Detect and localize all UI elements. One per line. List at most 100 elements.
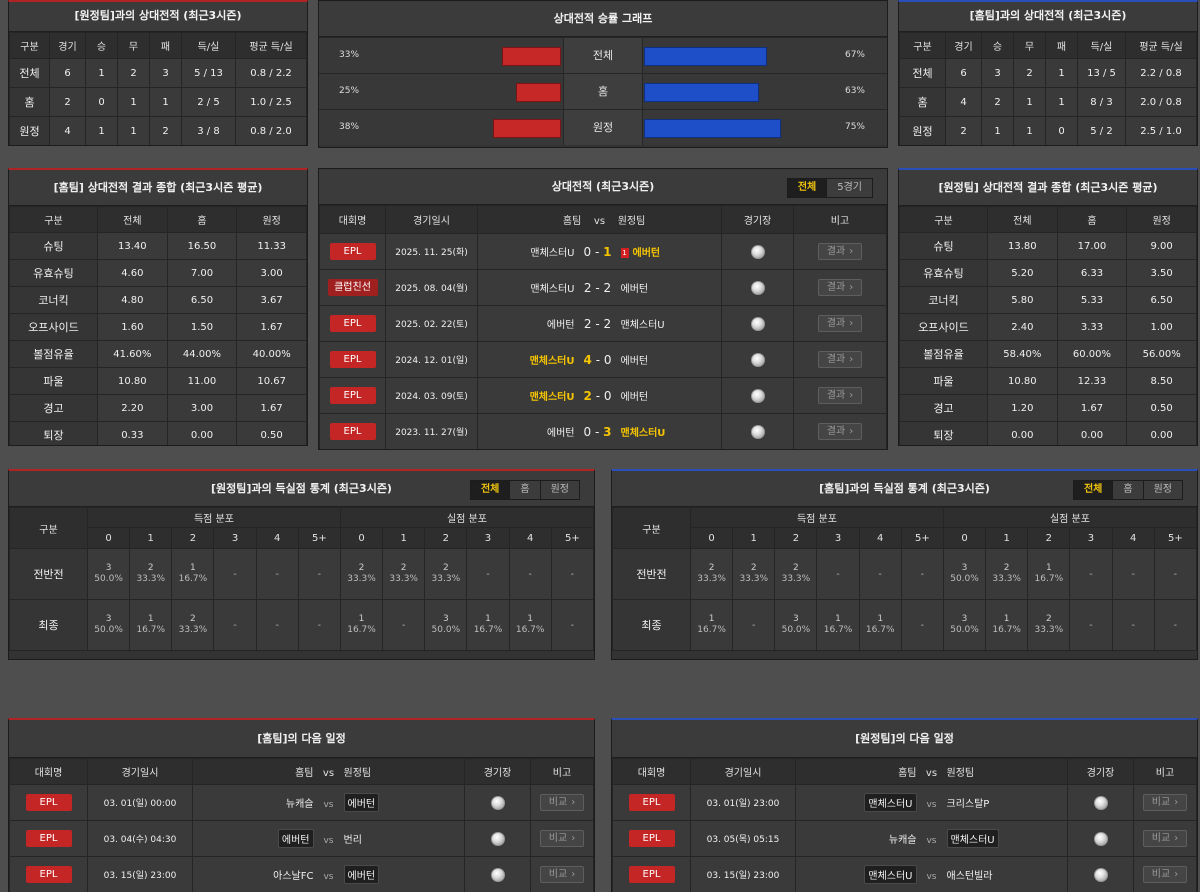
stadium-icon[interactable] — [750, 388, 765, 403]
result-button[interactable]: 결과 › — [817, 279, 863, 296]
stadium-icon[interactable] — [1093, 867, 1108, 882]
venue-cell — [721, 341, 794, 378]
tab-all[interactable]: 전체 — [1073, 481, 1113, 499]
stadium-icon[interactable] — [750, 424, 765, 439]
goal-pct: 33.3% — [781, 574, 811, 584]
league-badge[interactable]: EPL — [329, 423, 376, 440]
schedule-teams: 맨체스터U vs 애스턴빌라 — [795, 856, 1068, 892]
compare-button[interactable]: 비교 › — [1142, 830, 1188, 847]
goal-cell: 1 16.7% — [816, 599, 860, 651]
note-cell: 비교 › — [530, 784, 594, 821]
league-badge[interactable]: EPL — [25, 794, 72, 811]
away-team[interactable]: 번리 — [343, 835, 362, 846]
compare-button[interactable]: 비교 › — [539, 830, 585, 847]
stat-cell: 3.67 — [236, 286, 307, 314]
home-score: 4 — [583, 353, 592, 367]
stat-cell: 1 — [981, 116, 1014, 145]
col-header: 승 — [981, 32, 1014, 59]
compare-button[interactable]: 비교 › — [1142, 794, 1188, 811]
tab-away[interactable]: 원정 — [539, 481, 579, 499]
stadium-icon[interactable] — [490, 795, 505, 810]
tab-all[interactable]: 전체 — [470, 481, 510, 499]
goal-cell: - — [550, 599, 594, 651]
next-away-title: [원정팀]의 다음 일정 — [612, 720, 1197, 758]
stat-cell: 3 — [981, 58, 1014, 88]
home-team[interactable]: 맨체스터U — [529, 356, 575, 367]
stadium-icon[interactable] — [750, 244, 765, 259]
row-label: 최종 — [612, 599, 691, 651]
home-team[interactable]: 에버턴 — [546, 428, 575, 439]
league-badge[interactable]: EPL — [628, 830, 675, 847]
stadium-icon[interactable] — [750, 280, 765, 295]
home-team[interactable]: 아스날FC — [273, 871, 314, 882]
result-button[interactable]: 결과 › — [817, 315, 863, 332]
result-button[interactable]: 결과 › — [817, 387, 863, 404]
away-team[interactable]: 애스턴빌라 — [946, 871, 993, 882]
away-team[interactable]: 에버턴 — [620, 284, 649, 295]
home-team[interactable]: 뉴캐슬 — [285, 799, 314, 810]
goal-count: 1 — [358, 614, 365, 624]
stadium-icon[interactable] — [750, 316, 765, 331]
away-team[interactable]: 맨체스터U — [946, 829, 999, 848]
home-team[interactable]: 맨체스터U — [530, 284, 575, 295]
away-team[interactable]: 에버턴 — [620, 392, 649, 403]
goal-cell: 2 33.3% — [774, 548, 818, 600]
away-team[interactable]: 맨체스터U — [620, 428, 666, 439]
compare-button[interactable]: 비교 › — [1142, 866, 1188, 883]
home-team[interactable]: 맨체스터U — [529, 392, 575, 403]
away-team[interactable]: 에버턴 — [632, 248, 661, 259]
away-team[interactable]: 에버턴 — [343, 865, 380, 884]
stat-cell: 2.5 / 1.0 — [1125, 116, 1197, 145]
home-team[interactable]: 에버턴 — [277, 829, 314, 848]
away-team[interactable]: 에버턴 — [620, 356, 649, 367]
match-row: 클럽친선 2025. 08. 04(월) 맨체스터U 2 - 2 에버턴 결과 › — [319, 269, 887, 306]
home-team[interactable]: 에버턴 — [546, 320, 575, 331]
away-team[interactable]: 맨체스터U — [620, 320, 665, 331]
tab-home[interactable]: 홈 — [1112, 481, 1142, 499]
stat-cell: 3.33 — [1056, 313, 1128, 341]
league-badge[interactable]: EPL — [329, 243, 376, 260]
stat-cell: 1 — [1013, 87, 1046, 117]
stat-cell: 4.60 — [97, 259, 168, 287]
tab-home[interactable]: 홈 — [509, 481, 539, 499]
goal-pct: 33.3% — [347, 574, 376, 584]
compare-button[interactable]: 비교 › — [539, 866, 585, 883]
goal-pct: 16.7% — [992, 625, 1021, 635]
away-team[interactable]: 크리스탈P — [946, 799, 990, 810]
league-badge[interactable]: EPL — [329, 387, 376, 404]
league-badge[interactable]: EPL — [628, 794, 675, 811]
result-button[interactable]: 결과 › — [817, 423, 863, 440]
stat-cell: 3.00 — [236, 259, 307, 287]
schedule-teams: 에버턴 vs 번리 — [192, 820, 465, 857]
goal-cell: 3 50.0% — [86, 548, 131, 600]
tab-all[interactable]: 전체 — [787, 179, 827, 197]
tab-away[interactable]: 원정 — [1142, 481, 1182, 499]
result-button[interactable]: 결과 › — [817, 351, 863, 368]
league-badge[interactable]: 클럽친선 — [327, 279, 378, 296]
stadium-icon[interactable] — [1093, 831, 1108, 846]
home-team[interactable]: 맨체스터U — [864, 865, 917, 884]
goal-count: 2 — [190, 614, 196, 624]
home-team[interactable]: 뉴캐슬 — [888, 835, 917, 846]
league-badge[interactable]: EPL — [25, 830, 72, 847]
note-cell: 비교 › — [530, 856, 594, 892]
h2h-home-title: [홈팀]과의 상대전적 (최근3시즌) — [899, 2, 1197, 32]
stadium-icon[interactable] — [1093, 795, 1108, 810]
stadium-icon[interactable] — [490, 867, 505, 882]
away-team[interactable]: 에버턴 — [343, 793, 380, 812]
league-badge[interactable]: EPL — [25, 866, 72, 883]
league-badge[interactable]: EPL — [329, 351, 376, 368]
result-button[interactable]: 결과 › — [817, 243, 863, 260]
compare-button[interactable]: 비교 › — [539, 794, 585, 811]
away-wrap: 애스턴빌라 — [947, 867, 1059, 882]
tab-5-games[interactable]: 5경기 — [826, 179, 872, 197]
stadium-icon[interactable] — [490, 831, 505, 846]
league-badge[interactable]: EPL — [628, 866, 675, 883]
schedule-date: 03. 04(수) 04:30 — [87, 820, 193, 857]
score: 2 - 2 — [575, 317, 621, 331]
league-badge[interactable]: EPL — [329, 315, 376, 332]
home-team[interactable]: 맨체스터U — [530, 248, 575, 259]
away-wrap: 맨체스터U — [946, 829, 1059, 848]
home-team[interactable]: 맨체스터U — [864, 793, 917, 812]
stadium-icon[interactable] — [750, 352, 765, 367]
